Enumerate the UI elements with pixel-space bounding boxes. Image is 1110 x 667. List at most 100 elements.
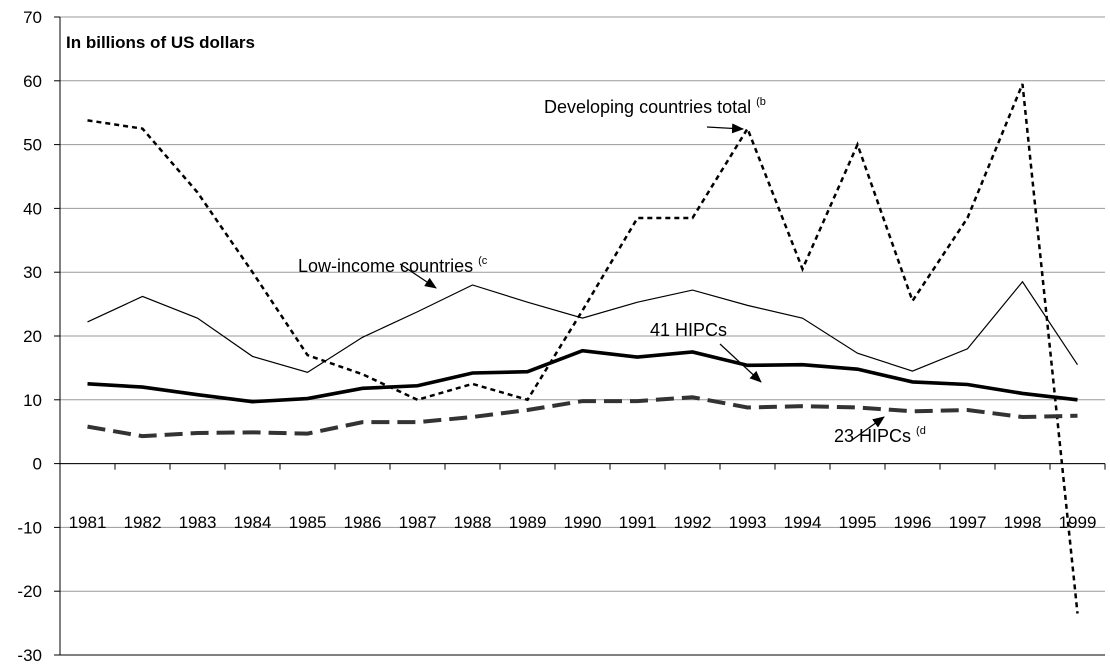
data-point — [1076, 398, 1079, 401]
data-point — [526, 409, 529, 412]
annotation-arrow — [851, 416, 885, 441]
data-point — [691, 396, 694, 399]
data-point — [1021, 82, 1024, 85]
data-point — [1076, 612, 1079, 615]
data-point — [416, 398, 419, 401]
data-point — [691, 289, 694, 292]
data-point — [361, 387, 364, 390]
data-point — [746, 127, 749, 130]
data-point — [636, 216, 639, 219]
annotation-label: 41 HIPCs — [650, 320, 727, 340]
annotations: Developing countries total (b Low-income c… — [298, 96, 926, 446]
y-tick-label: 60 — [23, 72, 42, 91]
series-hipc23-line — [87, 395, 1078, 439]
data-point — [251, 355, 254, 358]
x-tick-label: 1987 — [399, 513, 437, 532]
data-point — [636, 301, 639, 304]
x-tick-label: 1989 — [509, 513, 547, 532]
data-point — [1076, 414, 1079, 417]
data-point — [86, 119, 89, 122]
x-tick-label: 1981 — [69, 513, 107, 532]
annotation-arrow — [399, 263, 437, 289]
data-point — [636, 400, 639, 403]
data-point — [801, 405, 804, 408]
data-point — [581, 400, 584, 403]
axes — [54, 16, 1106, 656]
data-point — [966, 347, 969, 350]
data-point — [581, 309, 584, 312]
data-point — [306, 371, 309, 374]
x-tick-label: 1990 — [564, 513, 602, 532]
data-point — [966, 216, 969, 219]
data-point — [196, 317, 199, 320]
data-point — [856, 368, 859, 371]
data-point — [471, 372, 474, 375]
y-tick-label: 30 — [23, 263, 42, 282]
data-point — [416, 310, 419, 313]
series-hipc23-group — [87, 395, 1079, 439]
chart-title: In billions of US dollars — [66, 33, 255, 52]
data-point — [636, 356, 639, 359]
data-point — [1021, 392, 1024, 395]
annotation-superscript: (d — [916, 425, 926, 437]
annotation-label: 23 HIPCs (d — [834, 425, 926, 446]
data-point — [471, 382, 474, 385]
data-point — [911, 299, 914, 302]
data-point — [526, 301, 529, 304]
data-point — [306, 397, 309, 400]
x-tick-label: 1984 — [234, 513, 272, 532]
annotation-hipc23: 23 HIPCs (d — [834, 416, 926, 446]
annotation-arrow — [706, 123, 744, 134]
data-point — [251, 431, 254, 434]
data-point — [856, 143, 859, 146]
data-point — [251, 271, 254, 274]
x-tick-label: 1997 — [949, 513, 987, 532]
x-tick-label: 1985 — [289, 513, 327, 532]
data-point — [196, 431, 199, 434]
x-tick-label: 1991 — [619, 513, 657, 532]
x-tick-label: 1993 — [729, 513, 767, 532]
data-point — [141, 295, 144, 298]
data-point — [526, 370, 529, 373]
data-point — [141, 127, 144, 130]
y-tick-label: 70 — [23, 8, 42, 27]
series-low-line — [87, 280, 1079, 374]
x-tick-label: 1995 — [839, 513, 877, 532]
data-point — [801, 317, 804, 320]
annotation-superscript: (c — [478, 255, 488, 267]
series-dev-line — [87, 83, 1079, 614]
data-point — [251, 400, 254, 403]
data-point — [471, 283, 474, 286]
y-tick-label: -20 — [17, 582, 42, 601]
x-tick-label: 1988 — [454, 513, 492, 532]
x-tick-label: 1983 — [179, 513, 217, 532]
data-point — [306, 432, 309, 435]
x-tick-label: 1992 — [674, 513, 712, 532]
data-point — [141, 435, 144, 438]
annotation-dev: Developing countries total (b — [544, 96, 766, 134]
data-point — [801, 363, 804, 366]
y-tick-label: -30 — [17, 646, 42, 665]
x-tick-label: 1986 — [344, 513, 382, 532]
x-tick-label: 1982 — [124, 513, 162, 532]
data-point — [141, 386, 144, 389]
data-point — [746, 406, 749, 409]
y-tick-label: 50 — [23, 136, 42, 155]
data-point — [966, 383, 969, 386]
data-point — [196, 393, 199, 396]
series-dev-group — [86, 82, 1079, 615]
data-point — [856, 352, 859, 355]
annotation-text: Developing countries total — [544, 97, 751, 117]
data-point — [471, 416, 474, 419]
series-hipc41-line — [87, 348, 1078, 404]
x-tick-label: 1998 — [1004, 513, 1042, 532]
data-point — [1021, 280, 1024, 283]
data-point — [801, 268, 804, 271]
annotation-low: Low-income countries (c — [298, 255, 488, 289]
data-point — [526, 398, 529, 401]
data-point — [911, 380, 914, 383]
data-point — [196, 191, 199, 194]
data-point — [1021, 416, 1024, 419]
annotation-label: Low-income countries (c — [298, 255, 488, 276]
